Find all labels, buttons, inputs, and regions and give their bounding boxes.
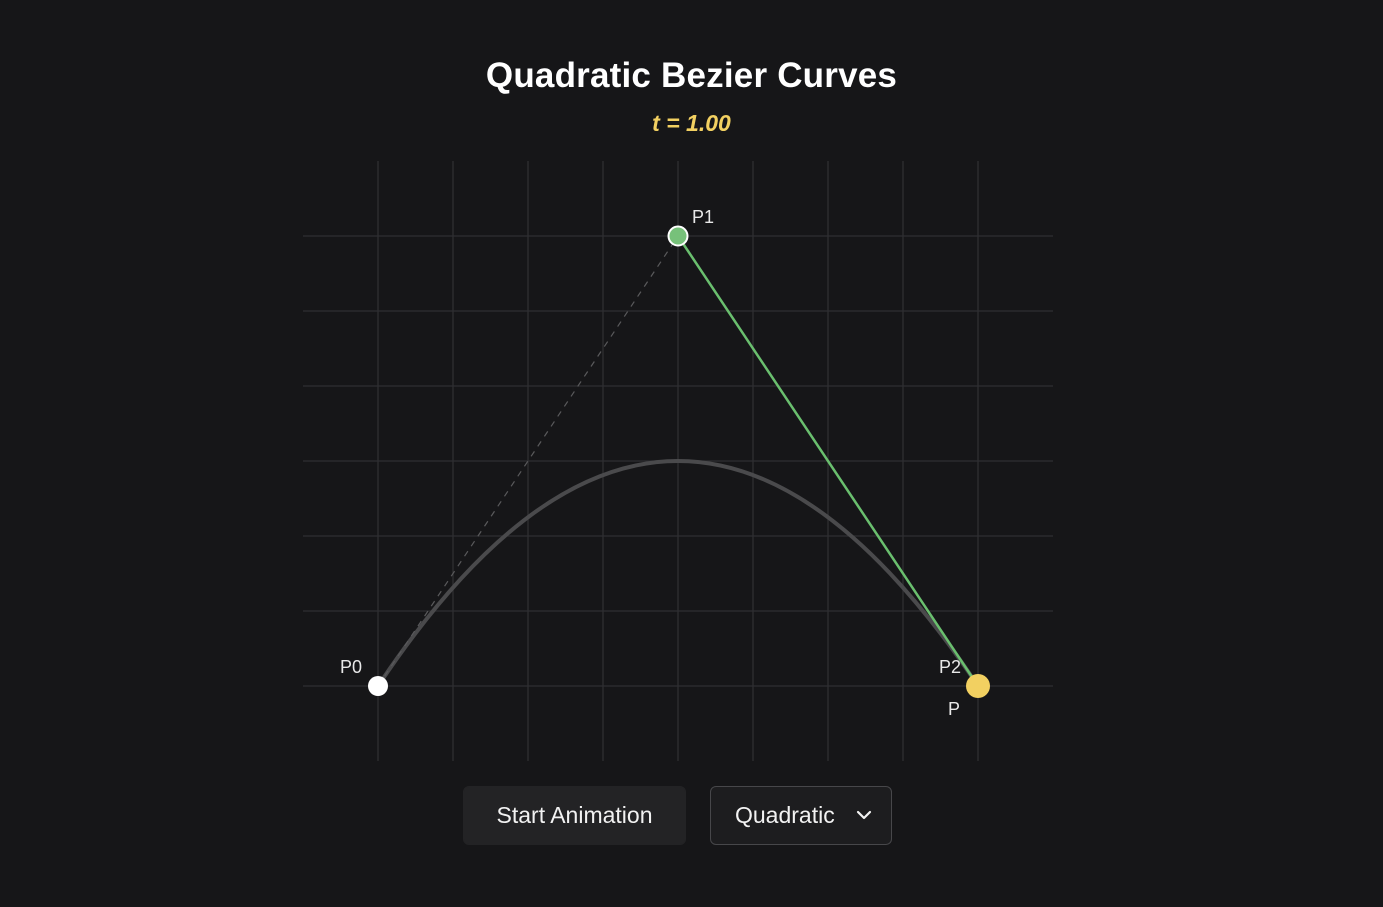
p1-label: P1 — [692, 207, 714, 227]
p2-label: P2 — [939, 657, 961, 677]
start-animation-label: Start Animation — [496, 802, 653, 828]
p0-control-point[interactable] — [368, 676, 388, 696]
bezier-curve — [376, 459, 980, 688]
p1-control-point[interactable] — [667, 225, 689, 247]
tangent-line — [676, 235, 980, 687]
curve-type-selected-value: Quadratic — [735, 802, 835, 828]
page-title: Quadratic Bezier Curves — [485, 56, 898, 95]
curve-type-select[interactable]: Quadratic — [710, 786, 892, 845]
moving-point-p — [966, 674, 990, 698]
p0-label: P0 — [340, 657, 362, 677]
t-value-readout: t = 1.00 — [652, 110, 731, 136]
chevron-down-icon — [856, 810, 872, 820]
start-animation-button[interactable]: Start Animation — [463, 786, 686, 845]
p-label: P — [948, 699, 960, 719]
